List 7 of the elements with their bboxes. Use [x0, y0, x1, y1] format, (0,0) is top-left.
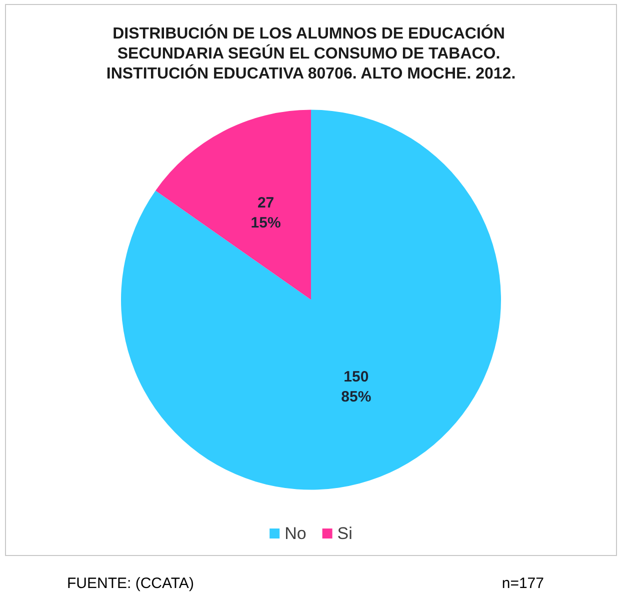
data-label: 27 15% — [250, 194, 281, 232]
data-label: 150 85% — [341, 368, 372, 406]
text: n=177 — [502, 575, 544, 592]
chart-title: DISTRIBUCIÓN DE LOS ALUMNOS DE EDUCACIÓN SECUNDARIA SEGÚN EL CONSUMO DE TABACO. INSTITUCIÓN EDUCATIVA 80706. ALTO MOCHE. 2012. — [106, 24, 516, 82]
legend-label: No — [284, 524, 306, 543]
legend-label: Si — [337, 524, 352, 543]
source-note: FUENTE: (CCATA) — [67, 575, 194, 592]
